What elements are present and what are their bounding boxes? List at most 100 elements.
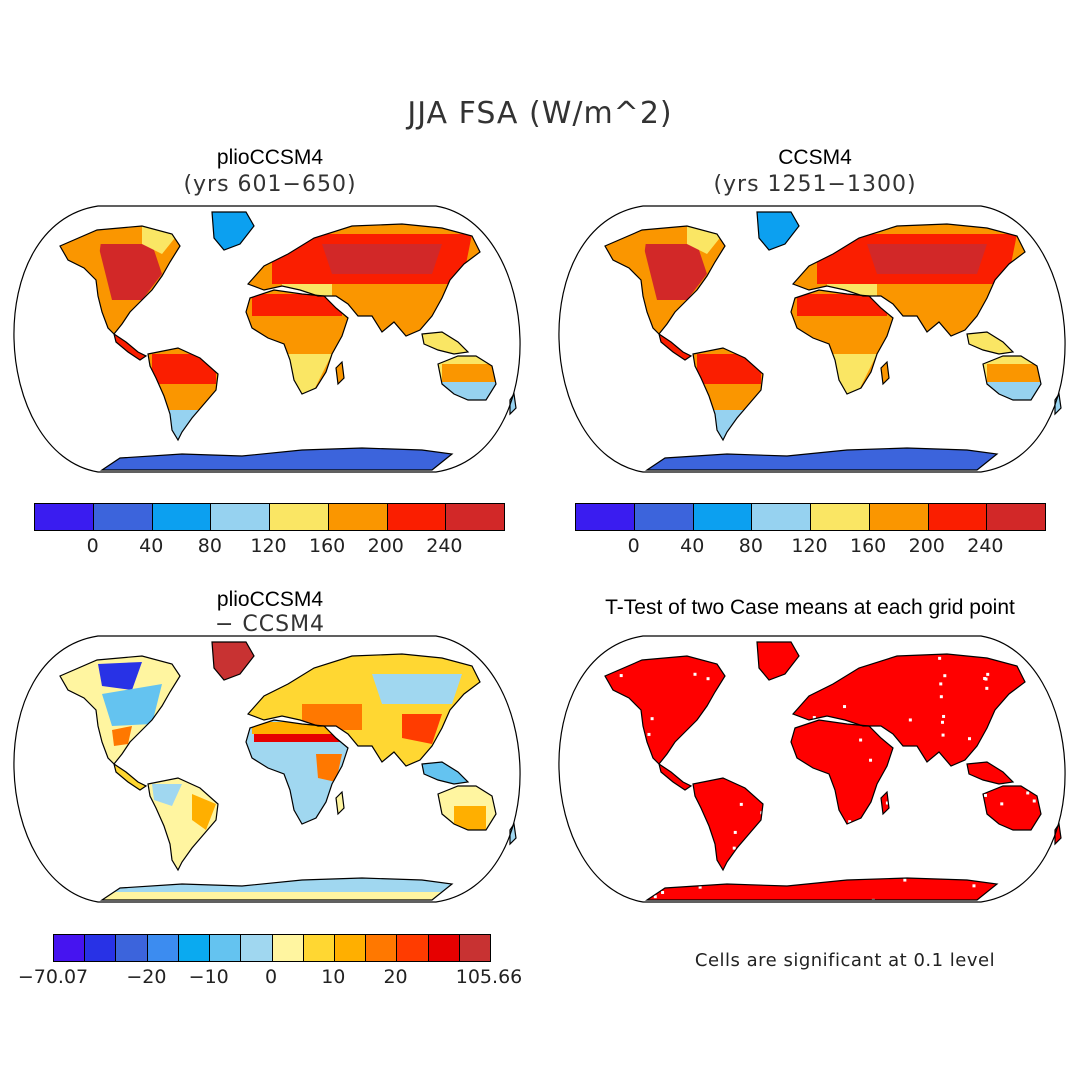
nonsignificant-cell — [580, 890, 583, 893]
nonsignificant-cell — [558, 648, 561, 651]
nonsignificant-cell — [1040, 666, 1043, 669]
colorbar-tick-label: 240 — [426, 535, 463, 557]
nonsignificant-cell — [1056, 899, 1059, 902]
colorbar-swatch — [811, 504, 870, 530]
map-ttest-significance — [548, 635, 1077, 904]
nonsignificant-cell — [1075, 826, 1077, 829]
nonsignificant-cell — [594, 650, 597, 653]
colorbar-swatch — [210, 935, 242, 961]
nonsignificant-cell — [1075, 848, 1077, 851]
field-region — [987, 364, 1041, 382]
nonsignificant-cell — [1029, 653, 1032, 656]
nonsignificant-cell — [619, 674, 623, 678]
nonsignificant-cell — [549, 847, 552, 850]
nonsignificant-cell — [1072, 890, 1075, 893]
nonsignificant-cell — [1071, 684, 1074, 687]
coastline — [658, 762, 693, 791]
field-region — [102, 892, 452, 900]
nonsignificant-cell — [1074, 894, 1077, 897]
colorbar-tick-label: 240 — [967, 535, 1004, 557]
field-region — [152, 784, 182, 806]
colorbar-tick-label: 160 — [849, 535, 887, 557]
land-madagascar — [336, 792, 344, 814]
nonsignificant-cell — [1022, 645, 1025, 648]
nonsignificant-cell — [940, 720, 944, 724]
nonsignificant-cell — [1045, 642, 1048, 645]
nonsignificant-cell — [812, 716, 816, 720]
nonsignificant-cell — [548, 789, 551, 792]
nonsignificant-cell — [1059, 853, 1062, 856]
field-region — [192, 794, 216, 830]
nonsignificant-cell — [557, 799, 560, 802]
colorbar-swatch — [446, 504, 504, 530]
nonsignificant-cell — [586, 648, 589, 651]
land-antarctica — [647, 448, 997, 470]
nonsignificant-cell — [1066, 745, 1069, 748]
colorbar-swatch — [634, 504, 694, 530]
nonsignificant-cell — [1058, 652, 1061, 655]
nonsignificant-cell — [564, 901, 567, 904]
nonsignificant-cell — [1068, 804, 1071, 807]
nonsignificant-cell — [810, 903, 813, 904]
field-region — [402, 714, 442, 744]
coastline — [756, 641, 800, 681]
nonsignificant-cell — [1057, 692, 1060, 695]
nonsignificant-cell — [693, 672, 697, 676]
nonsignificant-cell — [984, 677, 988, 681]
nonsignificant-cell — [1067, 773, 1070, 776]
nonsignificant-cell — [1020, 891, 1023, 894]
nonsignificant-cell — [1063, 664, 1066, 667]
nonsignificant-cell — [548, 671, 551, 674]
coastline — [113, 762, 148, 791]
field-region — [697, 354, 761, 384]
nonsignificant-cell — [553, 814, 556, 817]
field-region — [643, 244, 707, 300]
land-central-america — [114, 334, 146, 360]
colorbar-tick-label: 160 — [308, 535, 346, 557]
coastline — [790, 289, 894, 395]
nonsignificant-cell — [1019, 650, 1022, 653]
nonsignificant-cell — [556, 829, 559, 832]
nonsignificant-cell — [1052, 698, 1055, 701]
nonsignificant-cell — [599, 903, 602, 904]
land-southeast-asia — [422, 762, 468, 784]
colorbar-swatch — [397, 935, 429, 961]
nonsignificant-cell — [553, 857, 556, 860]
land-central-america — [659, 764, 691, 790]
nonsignificant-cell — [576, 643, 579, 646]
nonsignificant-cell — [1063, 692, 1066, 695]
map-border — [558, 635, 1066, 903]
nonsignificant-cell — [584, 875, 587, 878]
nonsignificant-cell — [650, 717, 654, 721]
nonsignificant-cell — [552, 900, 555, 903]
nonsignificant-cell — [555, 722, 558, 725]
nonsignificant-cell — [1027, 880, 1030, 883]
coastline — [335, 790, 345, 816]
land-southeast-asia — [967, 762, 1013, 784]
colorbar-tick-label: 10 — [321, 966, 346, 988]
nonsignificant-cell — [583, 652, 586, 655]
nonsignificant-cell — [595, 901, 598, 904]
nonsignificant-cell — [1041, 664, 1044, 667]
field-region — [867, 244, 987, 274]
colorbar-ccsm4 — [575, 503, 1046, 531]
nonsignificant-cell — [584, 895, 587, 898]
nonsignificant-cell — [558, 843, 561, 846]
nonsignificant-cell — [578, 858, 581, 861]
nonsignificant-cell — [1021, 887, 1024, 890]
nonsignificant-cell — [1054, 663, 1057, 666]
coastline — [335, 360, 345, 386]
nonsignificant-cell — [1069, 655, 1072, 658]
coastline — [692, 347, 764, 442]
nonsignificant-cell — [1070, 815, 1073, 818]
nonsignificant-cell — [1058, 668, 1061, 671]
map-ccsm4-fsa — [558, 205, 1066, 473]
nonsignificant-cell — [567, 670, 570, 673]
nonsignificant-cell — [557, 862, 560, 865]
field-region — [102, 684, 162, 726]
map-difference — [13, 635, 521, 903]
nonsignificant-cell — [1073, 653, 1076, 656]
nonsignificant-cell — [1068, 779, 1071, 782]
coastline — [604, 225, 726, 335]
field-region — [98, 244, 162, 300]
